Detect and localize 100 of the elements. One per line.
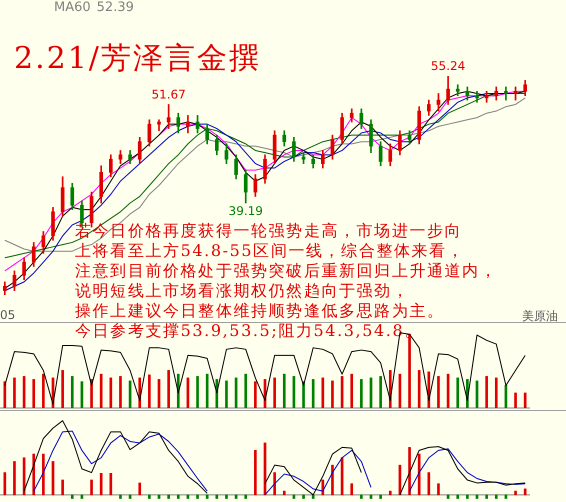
annotation: 若今日价格再度获得一轮强势走高，市场进一步向 bbox=[75, 221, 462, 242]
bar bbox=[504, 385, 508, 408]
bar bbox=[52, 461, 54, 496]
bar bbox=[186, 378, 190, 408]
bar bbox=[360, 379, 363, 408]
text: 05 bbox=[0, 308, 16, 322]
bar bbox=[504, 494, 508, 499]
bar bbox=[80, 494, 84, 499]
bar bbox=[109, 472, 112, 496]
bar bbox=[370, 494, 372, 499]
bar bbox=[186, 494, 190, 499]
bar bbox=[427, 472, 430, 496]
bar bbox=[360, 494, 363, 499]
bar bbox=[466, 494, 469, 499]
text: 55.24 bbox=[430, 59, 466, 74]
bar bbox=[292, 376, 296, 408]
bar bbox=[22, 457, 26, 496]
bar bbox=[109, 378, 112, 408]
bar bbox=[22, 376, 26, 408]
bar bbox=[379, 494, 382, 499]
bar bbox=[225, 380, 228, 408]
bar bbox=[70, 376, 74, 408]
bar bbox=[524, 392, 527, 408]
bar bbox=[282, 374, 286, 408]
bar bbox=[273, 378, 276, 408]
bar bbox=[379, 376, 382, 408]
bar bbox=[494, 494, 498, 499]
annotation: 说明短线上市场看涨期权仍然趋向于强劲， bbox=[75, 281, 410, 302]
bar bbox=[100, 472, 103, 496]
text: 操作上建议今日整体维持顺势逢低多思路为主。 bbox=[75, 301, 445, 322]
annotation: 上将看至上方54.8-55区间一线，综合整体来看， bbox=[75, 241, 464, 262]
bar bbox=[418, 370, 421, 408]
bar bbox=[206, 494, 209, 499]
bar bbox=[476, 494, 478, 499]
bar bbox=[215, 494, 218, 499]
bar bbox=[42, 374, 45, 408]
bar bbox=[370, 378, 372, 408]
bar bbox=[292, 494, 296, 499]
bar bbox=[119, 376, 122, 408]
bar bbox=[158, 379, 160, 408]
bar bbox=[408, 447, 411, 496]
bar bbox=[398, 464, 402, 496]
bar bbox=[476, 380, 478, 408]
text: 51.67 bbox=[151, 88, 186, 102]
bar bbox=[446, 494, 450, 499]
bar bbox=[437, 483, 440, 496]
bar bbox=[446, 374, 450, 408]
bar bbox=[90, 480, 93, 496]
bar bbox=[61, 480, 64, 496]
text: 美原油 bbox=[522, 308, 558, 325]
bar bbox=[128, 494, 132, 499]
bar bbox=[13, 378, 16, 408]
bar bbox=[70, 494, 74, 499]
bar bbox=[331, 380, 334, 408]
bar bbox=[408, 334, 411, 408]
bar bbox=[128, 380, 132, 408]
bar bbox=[244, 374, 248, 408]
bar bbox=[148, 494, 151, 499]
bar bbox=[225, 494, 228, 499]
bar bbox=[206, 374, 209, 408]
bar bbox=[13, 461, 16, 496]
bar bbox=[167, 370, 170, 408]
bar bbox=[32, 379, 36, 408]
bar bbox=[176, 494, 180, 499]
bar bbox=[524, 488, 527, 496]
bar bbox=[100, 374, 103, 408]
annotation: 注意到目前价格处于强势突破后重新回归上升通道内， bbox=[75, 261, 498, 282]
bar bbox=[254, 450, 257, 496]
bar bbox=[244, 494, 248, 499]
bar bbox=[331, 464, 334, 496]
bar bbox=[148, 374, 151, 408]
bar bbox=[119, 494, 122, 499]
bar bbox=[418, 454, 421, 496]
bar bbox=[254, 381, 257, 408]
bar bbox=[3, 472, 6, 496]
text: MA60 bbox=[54, 0, 91, 15]
bar bbox=[350, 483, 354, 496]
bar bbox=[398, 374, 402, 408]
bar bbox=[312, 379, 315, 408]
bar bbox=[196, 494, 199, 499]
bar bbox=[485, 376, 488, 408]
bar bbox=[158, 494, 160, 499]
bar bbox=[167, 494, 170, 499]
text: 39.19 bbox=[228, 204, 263, 218]
bar bbox=[234, 378, 238, 408]
bar bbox=[340, 376, 344, 408]
bar bbox=[61, 370, 64, 408]
bar bbox=[350, 374, 354, 408]
bar bbox=[321, 378, 324, 408]
bar bbox=[494, 378, 498, 408]
text: 52.39 bbox=[96, 0, 134, 15]
bar bbox=[514, 392, 517, 408]
bar bbox=[485, 494, 488, 499]
bar bbox=[138, 482, 142, 496]
bar bbox=[80, 381, 84, 408]
bar bbox=[456, 378, 460, 408]
bar bbox=[514, 490, 517, 496]
bar bbox=[456, 494, 460, 499]
bar bbox=[264, 442, 266, 496]
bar bbox=[302, 494, 305, 499]
